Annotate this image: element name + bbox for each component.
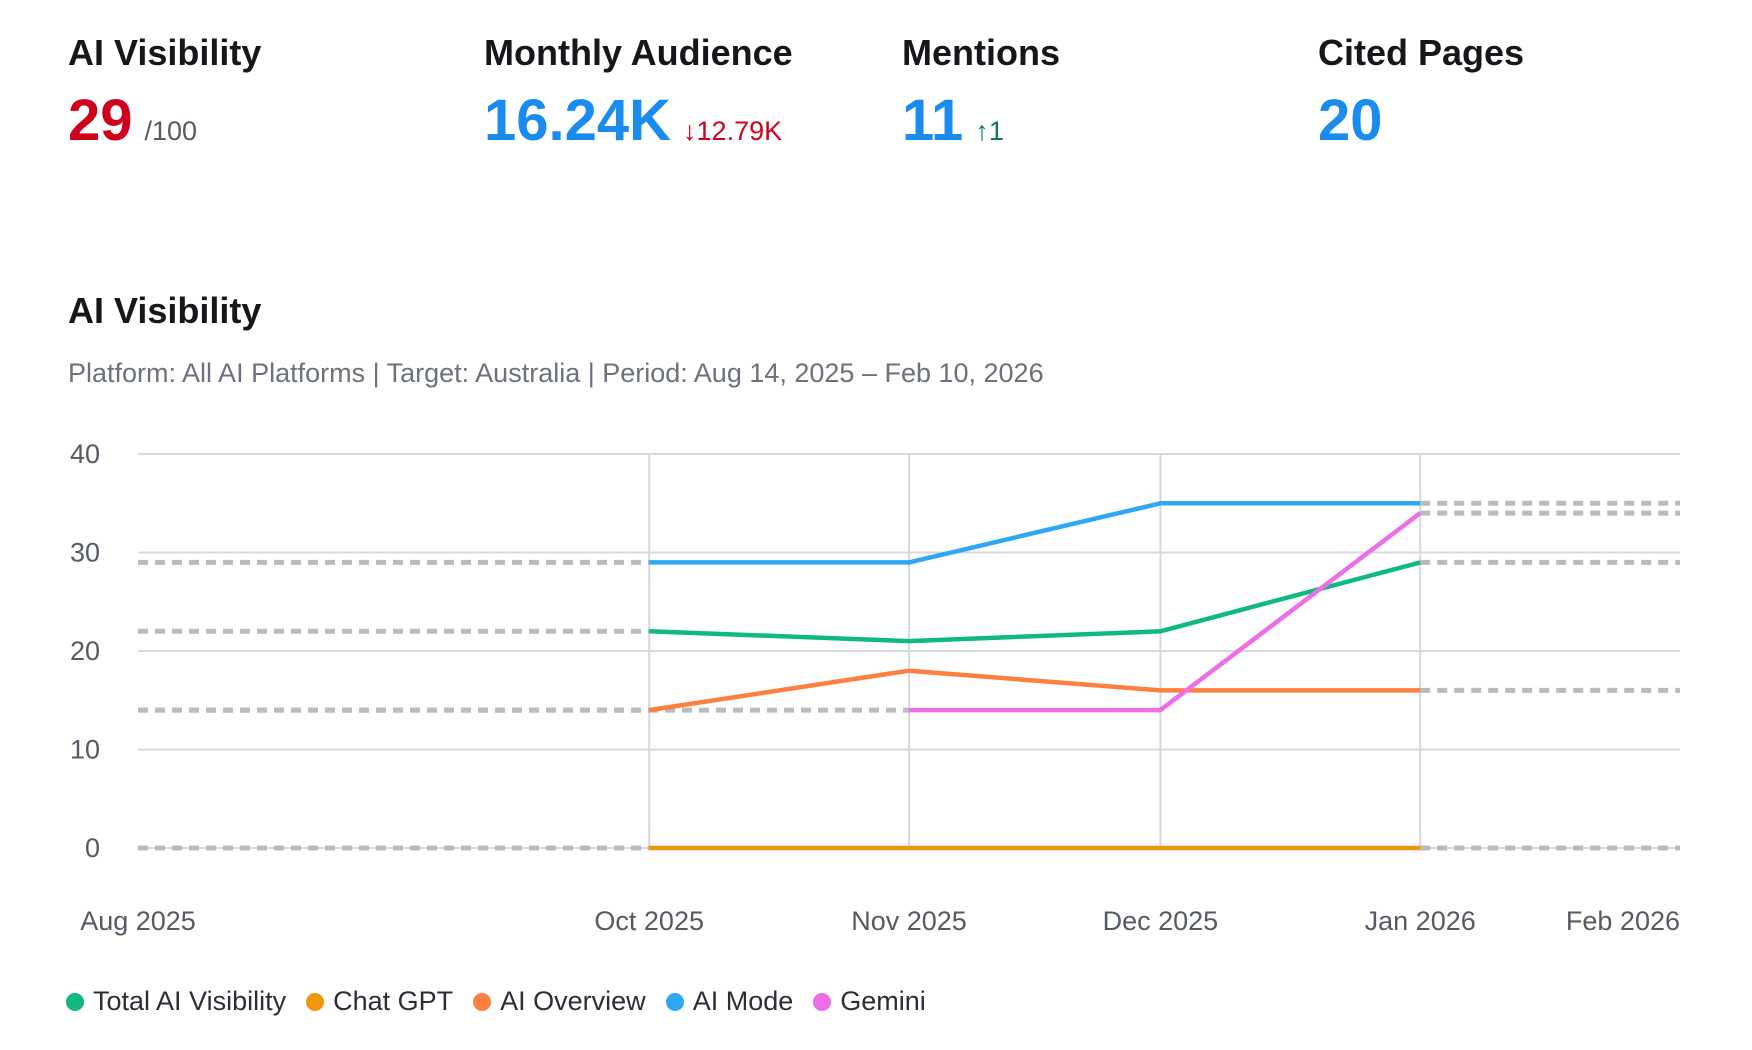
legend-dot-icon: [665, 992, 684, 1011]
legend-dot-icon: [66, 992, 84, 1011]
metric-ai-visibility[interactable]: AI Visibility 29 /100: [68, 32, 261, 150]
x-tick-label: Feb 2026: [1566, 906, 1680, 936]
metric-monthly-audience[interactable]: Monthly Audience 16.24K ↓12.79K: [484, 32, 793, 150]
metrics-row: AI Visibility 29 /100 Monthly Audience 1…: [68, 32, 1708, 162]
legend-label: AI Mode: [692, 986, 794, 1016]
metric-delta-down: ↓12.79K: [683, 116, 783, 146]
chart-legend: Total AI Visibility Chat GPT AI Overview AI…: [66, 986, 946, 1017]
series-line-gemini[interactable]: [909, 511, 1422, 713]
metric-label: Mentions: [902, 32, 1060, 73]
metric-mentions[interactable]: Mentions 11 ↑1: [902, 32, 1060, 150]
y-tick-label: 0: [85, 833, 100, 863]
x-tick-label: Dec 2025: [1103, 906, 1219, 936]
legend-item-gemini[interactable]: Gemini: [813, 986, 926, 1017]
metric-cited-pages[interactable]: Cited Pages 20: [1318, 32, 1524, 150]
x-tick-label: Oct 2025: [594, 906, 704, 936]
y-tick-label: 40: [70, 439, 100, 469]
metric-label: Monthly Audience: [484, 32, 793, 73]
x-tick-label: Aug 2025: [80, 906, 196, 936]
metric-label: AI Visibility: [68, 32, 262, 73]
metric-label: Cited Pages: [1318, 32, 1525, 73]
legend-label: Total AI Visibility: [93, 986, 287, 1016]
series-line-ai-mode[interactable]: [649, 501, 1421, 565]
legend-item-ai-mode[interactable]: AI Mode: [665, 986, 794, 1017]
legend-item-total-ai-visibility[interactable]: Total AI Visibility: [66, 986, 286, 1017]
y-tick-label: 20: [70, 636, 100, 666]
x-tick-label: Jan 2026: [1365, 906, 1476, 936]
y-tick-label: 10: [70, 735, 100, 765]
metric-suffix: /100: [144, 116, 198, 146]
legend-item-ai-overview[interactable]: AI Overview: [473, 986, 646, 1017]
legend-dot-icon: [473, 992, 492, 1011]
legend-label: Chat GPT: [333, 986, 454, 1016]
metric-delta-up: ↑1: [975, 116, 1004, 146]
legend-label: AI Overview: [500, 986, 646, 1016]
series-line-ai-overview[interactable]: [648, 668, 1421, 713]
legend-dot-icon: [306, 992, 325, 1011]
metric-value: 29: [68, 88, 133, 153]
chart-subtitle: Platform: All AI Platforms | Target: Aus…: [68, 358, 1044, 388]
y-tick-label: 30: [70, 538, 100, 568]
legend-dot-icon: [813, 992, 832, 1011]
legend-item-chat-gpt[interactable]: Chat GPT: [306, 986, 453, 1017]
x-tick-label: Nov 2025: [851, 906, 967, 936]
chart-title: AI Visibility: [68, 290, 262, 331]
legend-label: Gemini: [840, 986, 926, 1016]
ai-visibility-line-chart[interactable]: 0 10 20 30 40 Aug 2025 Oct 2025 Nov 2025 Dec 202…: [0, 420, 1752, 960]
metric-value: 16.24K: [484, 88, 672, 153]
metric-value: 20: [1318, 88, 1383, 153]
series-line-total-ai-visibility[interactable]: [649, 560, 1421, 644]
metric-value: 11: [902, 88, 964, 153]
